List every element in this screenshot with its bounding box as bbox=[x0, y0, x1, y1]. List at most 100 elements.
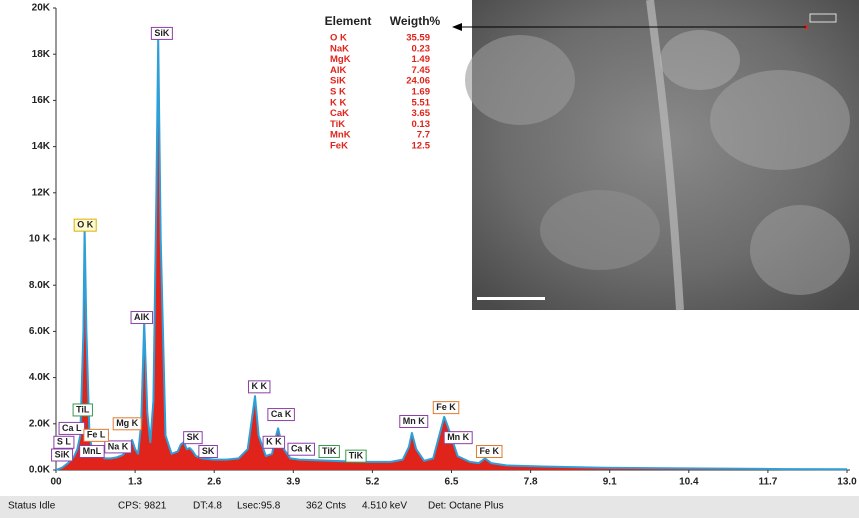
peak-label-box bbox=[475, 445, 503, 459]
peak-label-text: O K bbox=[77, 220, 94, 230]
table-cell: K K bbox=[330, 97, 347, 108]
peak-label: Ca K bbox=[267, 408, 295, 422]
x-tick-label: 11.7 bbox=[758, 477, 777, 488]
peak-label: SiK bbox=[51, 448, 74, 462]
peak-label-text: MnL bbox=[83, 446, 102, 456]
peak-label-box bbox=[58, 421, 86, 435]
table-cell: S K bbox=[330, 87, 346, 98]
peak-label: Fe L bbox=[83, 428, 109, 442]
x-tick-label: 13.0 bbox=[837, 477, 857, 488]
y-tick-label: 10 K bbox=[29, 234, 51, 245]
peak-label-box bbox=[53, 435, 75, 449]
table-cell: SiK bbox=[330, 76, 346, 87]
x-tick-label: 00 bbox=[50, 477, 62, 488]
sem-image bbox=[465, 0, 859, 311]
peak-label: K K bbox=[247, 380, 271, 394]
peak-label-text: K K bbox=[251, 381, 267, 391]
x-tick-label: 2.6 bbox=[207, 477, 221, 488]
table-cell: 1.69 bbox=[412, 87, 431, 98]
x-tick-label: 5.2 bbox=[365, 477, 379, 488]
peak-label-box bbox=[287, 442, 315, 456]
table-cell: TiK bbox=[330, 119, 345, 130]
peak-label-box bbox=[247, 380, 271, 394]
peak-label-text: Ca K bbox=[291, 444, 312, 454]
peak-label-text: TiK bbox=[349, 451, 364, 461]
peak-label: SK bbox=[198, 445, 218, 459]
peak-label: MnL bbox=[79, 445, 105, 459]
table-cell: MgK bbox=[330, 54, 351, 65]
status-item: Status Idle bbox=[8, 501, 56, 512]
peak-label-box bbox=[150, 26, 173, 40]
peak-label: Na K bbox=[104, 440, 132, 454]
peak-label-text: AlK bbox=[134, 312, 150, 322]
y-tick-label: 6.0K bbox=[29, 326, 51, 337]
peak-label: TiL bbox=[72, 403, 93, 417]
peak-label: AlK bbox=[130, 311, 154, 325]
peak-label-box bbox=[198, 445, 218, 459]
status-items: Status Idle CPS: 9821 DT:4.8 Lsec:95.8 362 C… bbox=[8, 501, 504, 512]
table-cell: AlK bbox=[330, 65, 347, 76]
peak-label-text: Fe K bbox=[436, 402, 456, 412]
peak-label-text: SK bbox=[202, 446, 215, 456]
table-cell: 24.06 bbox=[406, 76, 430, 87]
y-tick-label: 0.0K bbox=[29, 465, 51, 476]
y-tick-label: 20K bbox=[32, 3, 51, 14]
peak-label: Fe K bbox=[475, 445, 503, 459]
peak-label: TiK bbox=[345, 449, 367, 463]
status-item: 4.510 keV bbox=[362, 501, 407, 512]
table-cell: 1.49 bbox=[412, 54, 431, 65]
pointer-arrow bbox=[452, 23, 462, 31]
peak-label-text: SK bbox=[187, 432, 200, 442]
peak-label: SK bbox=[183, 431, 203, 445]
peak-label-box bbox=[79, 445, 105, 459]
peak-label-text: Mn K bbox=[447, 432, 469, 442]
peak-label-box bbox=[51, 448, 74, 462]
table-header: Element bbox=[325, 14, 372, 28]
peak-label-text: Mg K bbox=[116, 418, 138, 428]
peak-label-text: TiL bbox=[76, 404, 90, 414]
table-cell: 12.5 bbox=[412, 141, 431, 152]
table-cell: CaK bbox=[330, 108, 349, 119]
y-tick-label: 2.0K bbox=[29, 418, 51, 429]
table-cell: 3.65 bbox=[412, 108, 431, 119]
peak-label: Fe K bbox=[432, 401, 460, 415]
peak-label-box bbox=[345, 449, 367, 463]
y-tick-label: 18K bbox=[32, 49, 51, 60]
y-tick-label: 14K bbox=[32, 141, 51, 152]
peak-label-text: Mn K bbox=[403, 416, 425, 426]
table-cell: 35.59 bbox=[406, 33, 430, 44]
peak-label-box bbox=[443, 431, 473, 445]
peak-label-text: S L bbox=[57, 437, 72, 447]
table-cell: NaK bbox=[330, 43, 349, 54]
peak-label-text: SiK bbox=[55, 449, 71, 459]
peak-label-box bbox=[318, 445, 340, 459]
peak-label: O K bbox=[73, 218, 97, 232]
table-cell: 5.51 bbox=[412, 97, 431, 108]
peak-label-text: Ca K bbox=[271, 409, 292, 419]
y-tick-label: 8.0K bbox=[29, 280, 51, 291]
peak-label: SiK bbox=[150, 26, 173, 40]
table-cell: 7.7 bbox=[417, 130, 430, 141]
peak-label-box bbox=[72, 403, 93, 417]
peak-label-box bbox=[432, 401, 460, 415]
status-item: Det: Octane Plus bbox=[428, 501, 504, 512]
table-cell: 0.13 bbox=[412, 119, 431, 130]
x-tick-label: 7.8 bbox=[524, 477, 538, 488]
x-tick-label: 3.9 bbox=[286, 477, 300, 488]
peak-label-box bbox=[112, 417, 142, 431]
y-tick-label: 12K bbox=[32, 187, 51, 198]
peak-label: Ca K bbox=[287, 442, 315, 456]
peak-label: TiK bbox=[318, 445, 340, 459]
status-item: 362 Cnts bbox=[306, 501, 346, 512]
status-item: CPS: 9821 bbox=[118, 501, 167, 512]
peak-label-box bbox=[399, 414, 429, 428]
table-cell: 7.45 bbox=[412, 65, 431, 76]
peak-label: S L bbox=[53, 435, 75, 449]
x-tick-label: 10.4 bbox=[679, 477, 699, 488]
peak-label-box bbox=[262, 435, 286, 449]
peak-label-text: Fe K bbox=[479, 446, 499, 456]
table-cell: MnK bbox=[330, 130, 351, 141]
peak-label-box bbox=[104, 440, 132, 454]
